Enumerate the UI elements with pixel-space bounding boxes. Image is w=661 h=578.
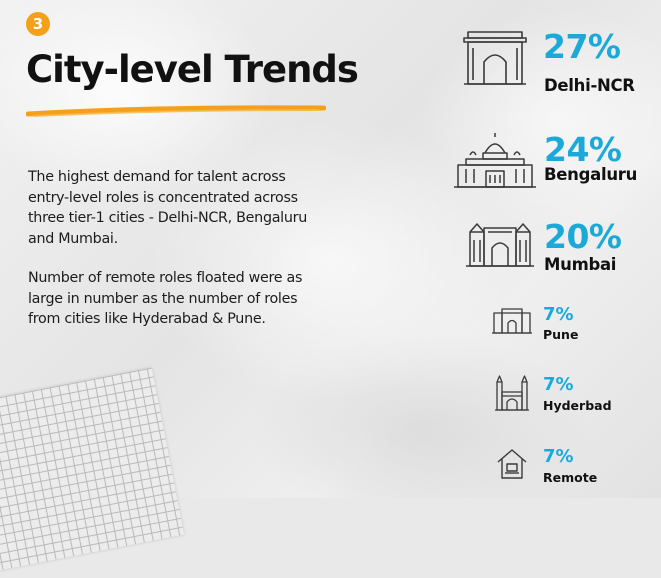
- stat-percent: 7%: [543, 446, 574, 467]
- stat-city: Mumbai: [544, 255, 617, 274]
- grid-paper-decoration: [0, 367, 185, 578]
- shaniwar-wada-icon: [492, 303, 532, 337]
- stat-percent: 7%: [543, 304, 574, 325]
- india-gate-icon: [462, 30, 528, 88]
- stat-city: Pune: [543, 327, 579, 342]
- page-title: City-level Trends: [26, 48, 359, 91]
- stat-percent: 24%: [544, 130, 622, 169]
- stat-city: Hyderbad: [543, 398, 612, 413]
- charminar-icon: [495, 374, 529, 414]
- stat-city: Delhi-NCR: [544, 76, 635, 95]
- gateway-of-india-icon: [466, 218, 534, 270]
- stat-percent: 7%: [543, 374, 574, 395]
- title-underline-stroke: [26, 100, 326, 120]
- stat-city: Remote: [543, 470, 598, 485]
- summary-paragraph-1: The highest demand for talent across ent…: [28, 169, 307, 247]
- stat-percent: 27%: [543, 27, 621, 66]
- summary-paragraph-2: Number of remote roles floated were as l…: [28, 270, 303, 327]
- stat-percent: 20%: [544, 217, 622, 256]
- home-work-icon: [496, 446, 528, 482]
- stat-city: Bengaluru: [544, 165, 638, 184]
- section-number-badge: 3: [26, 12, 50, 36]
- vidhana-soudha-icon: [454, 131, 536, 191]
